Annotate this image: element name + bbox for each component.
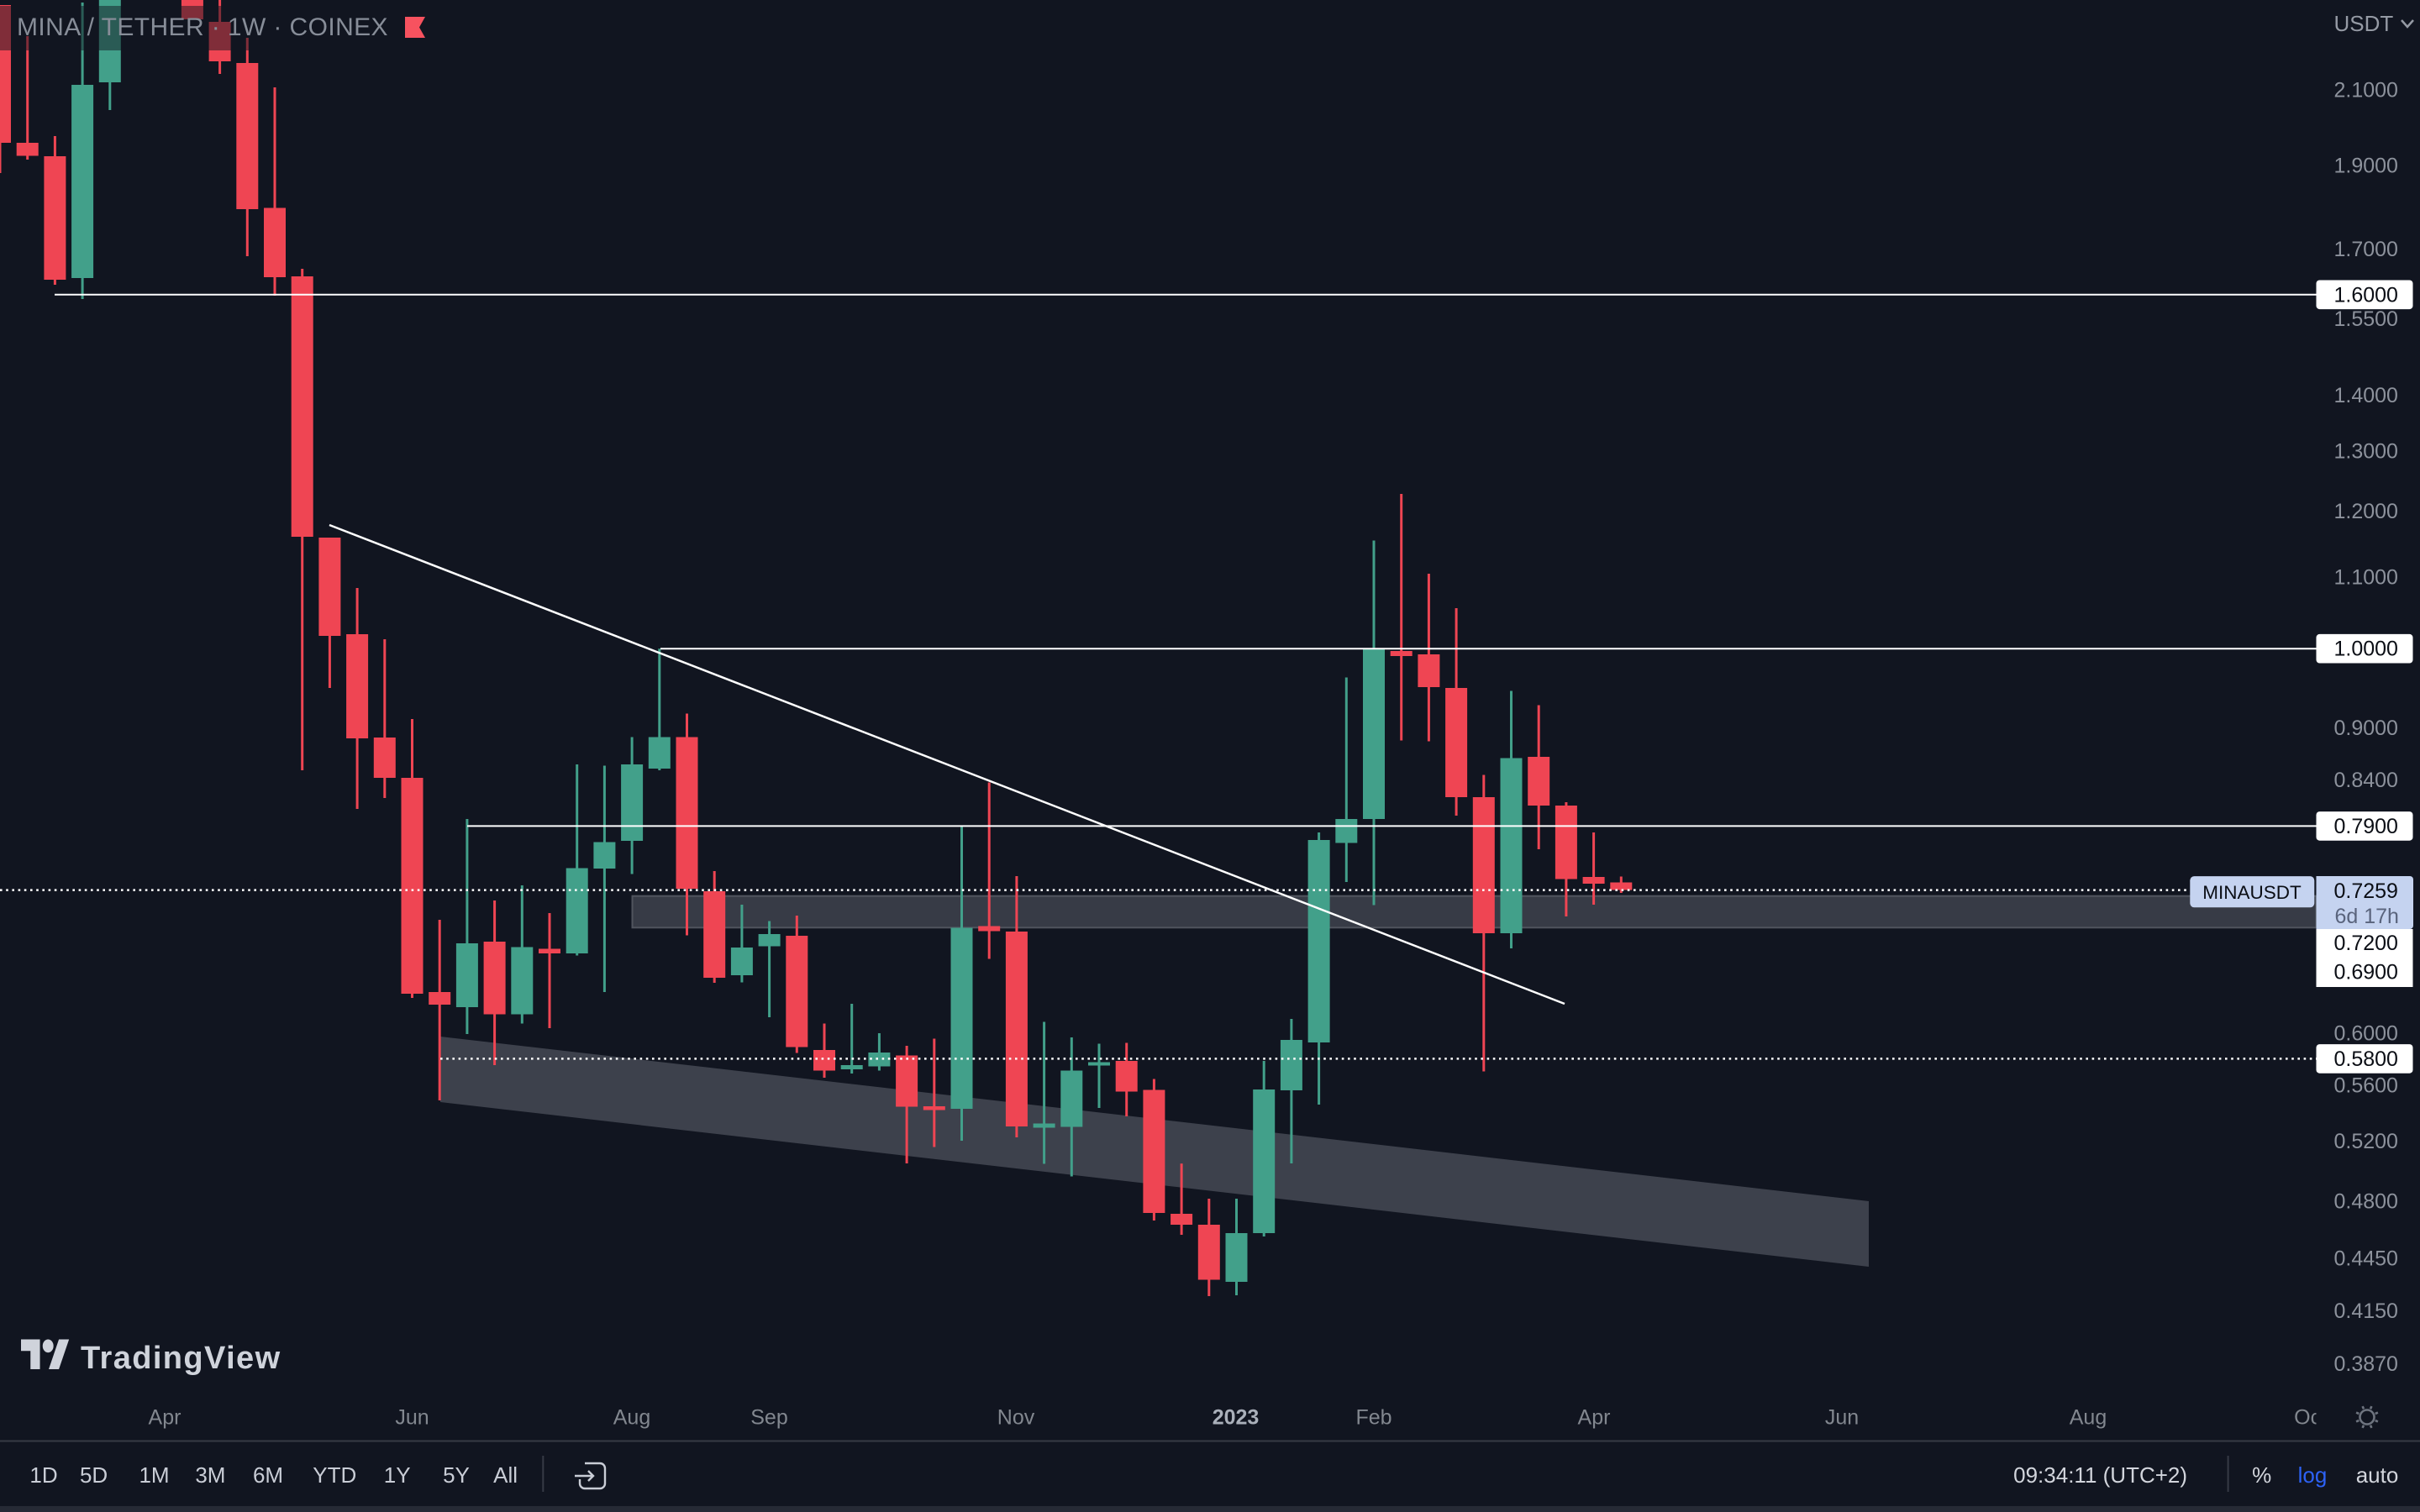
svg-text:1.0000: 1.0000 <box>2334 638 2398 661</box>
svg-text:auto: auto <box>2356 1462 2399 1488</box>
svg-text:5Y: 5Y <box>443 1462 470 1488</box>
svg-text:0.9000: 0.9000 <box>2334 717 2398 740</box>
svg-text:MINA / TETHER · 1W · COINEX: MINA / TETHER · 1W · COINEX <box>17 13 388 41</box>
svg-text:0.4800: 0.4800 <box>2334 1190 2398 1214</box>
svg-text:log: log <box>2298 1462 2328 1488</box>
svg-text:0.3870: 0.3870 <box>2334 1352 2398 1376</box>
svg-text:0.5600: 0.5600 <box>2334 1074 2398 1098</box>
svg-text:0.6900: 0.6900 <box>2334 961 2398 984</box>
svg-text:All: All <box>493 1462 518 1488</box>
svg-text:2023: 2023 <box>1213 1406 1260 1430</box>
svg-text:USDT: USDT <box>2334 11 2394 36</box>
svg-text:1.3000: 1.3000 <box>2334 440 2398 464</box>
svg-text:Aug: Aug <box>2070 1406 2107 1430</box>
svg-text:Jun: Jun <box>395 1406 429 1430</box>
svg-text:1.4000: 1.4000 <box>2334 384 2398 407</box>
svg-text:TradingView: TradingView <box>81 1341 281 1376</box>
svg-text:1M: 1M <box>139 1462 169 1488</box>
svg-text:%: % <box>2252 1462 2271 1488</box>
svg-text:0.7259: 0.7259 <box>2334 879 2398 903</box>
svg-text:6M: 6M <box>253 1462 283 1488</box>
svg-text:0.5800: 0.5800 <box>2334 1047 2398 1071</box>
svg-text:1.9000: 1.9000 <box>2334 154 2398 177</box>
svg-text:0.7200: 0.7200 <box>2334 932 2398 955</box>
svg-text:0.8400: 0.8400 <box>2334 769 2398 792</box>
svg-text:YTD: YTD <box>313 1462 356 1488</box>
svg-text:1.5500: 1.5500 <box>2334 307 2398 331</box>
svg-text:Apr: Apr <box>149 1406 182 1430</box>
svg-text:0.4150: 0.4150 <box>2334 1299 2398 1323</box>
svg-text:1.6000: 1.6000 <box>2334 283 2398 307</box>
svg-text:1Y: 1Y <box>384 1462 411 1488</box>
svg-text:Sep: Sep <box>750 1406 787 1430</box>
svg-text:Nov: Nov <box>997 1406 1035 1430</box>
svg-text:Aug: Aug <box>613 1406 650 1430</box>
svg-text:1.7000: 1.7000 <box>2334 238 2398 261</box>
svg-text:5D: 5D <box>80 1462 108 1488</box>
svg-text:09:34:11 (UTC+2): 09:34:11 (UTC+2) <box>2013 1462 2187 1488</box>
svg-text:Apr: Apr <box>1578 1406 1611 1430</box>
svg-text:1.1000: 1.1000 <box>2334 565 2398 589</box>
svg-text:MINAUSDT: MINAUSDT <box>2202 882 2302 903</box>
svg-text:Jun: Jun <box>1825 1406 1859 1430</box>
svg-text:Oct: Oct <box>2294 1406 2327 1430</box>
svg-text:0.6000: 0.6000 <box>2334 1022 2398 1046</box>
svg-text:1.2000: 1.2000 <box>2334 500 2398 523</box>
svg-text:6d 17h: 6d 17h <box>2335 905 2399 928</box>
svg-text:0.5200: 0.5200 <box>2334 1130 2398 1153</box>
svg-text:2.1000: 2.1000 <box>2334 79 2398 102</box>
svg-text:0.4450: 0.4450 <box>2334 1247 2398 1271</box>
svg-text:1D: 1D <box>29 1462 57 1488</box>
svg-text:3M: 3M <box>195 1462 225 1488</box>
svg-text:Feb: Feb <box>1355 1406 1392 1430</box>
svg-text:0.7900: 0.7900 <box>2334 815 2398 838</box>
